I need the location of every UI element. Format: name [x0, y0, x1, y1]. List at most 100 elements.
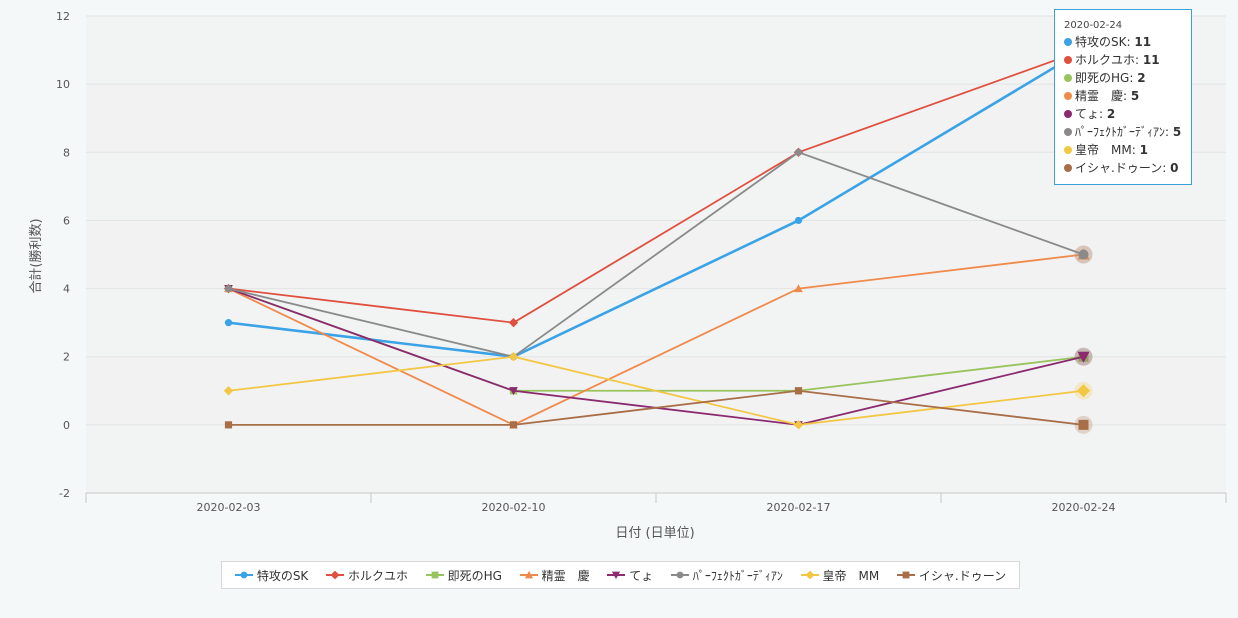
tooltip-value: 0	[1170, 161, 1179, 175]
tooltip-row: ホルクユホ: 11	[1064, 51, 1191, 69]
legend-swatch-icon	[519, 570, 538, 579]
data-point[interactable]	[794, 284, 803, 293]
legend-marker[interactable]	[676, 571, 684, 579]
tooltip-series-name: 精霊 慶:	[1075, 89, 1131, 103]
legend-item[interactable]: 精霊 慶	[519, 567, 590, 584]
tooltip-series-name: 特攻のSK:	[1075, 35, 1135, 49]
data-point[interactable]	[223, 386, 234, 396]
legend-marker[interactable]	[524, 570, 533, 579]
legend-marker[interactable]	[330, 570, 340, 580]
legend-swatch-icon	[896, 571, 915, 579]
y-tick-label: 4	[63, 283, 70, 296]
plot-band	[86, 16, 1226, 85]
legend-swatch-icon	[234, 571, 253, 579]
legend-swatch-icon	[607, 571, 626, 580]
x-axis: 2020-02-03 2020-02-10 2020-02-17 2020-02-24	[85, 492, 1227, 514]
tooltip-dot-icon	[1064, 164, 1072, 172]
tooltip-series-name: 皇帝 MM:	[1075, 143, 1140, 157]
series-line[interactable]	[228, 151, 1084, 358]
tooltip-dot-icon	[1064, 146, 1072, 154]
legend: 特攻のSK ホルクユホ 即死のHG 精霊 慶 てょ ﾊﾟｰﾌｪｸﾄｶﾞｰﾃﾞｨｱﾝ 皇帝 M…	[221, 561, 1020, 589]
y-tick-label: 12	[56, 10, 70, 23]
legend-swatch-icon	[670, 571, 689, 579]
tooltip-dot-icon	[1064, 74, 1072, 82]
legend-swatch-icon	[425, 571, 444, 579]
tooltip-value: 11	[1142, 53, 1160, 67]
series-line[interactable]	[228, 253, 1084, 426]
tooltip-series-name: てょ:	[1075, 107, 1107, 121]
legend-label: 特攻のSK	[256, 568, 309, 583]
data-point[interactable]	[508, 352, 519, 362]
data-point[interactable]	[224, 421, 233, 429]
tooltip-row: 精霊 慶: 5	[1064, 87, 1191, 105]
tooltip-value: 2	[1137, 71, 1146, 85]
tooltip-series-name: ホルクユホ:	[1075, 53, 1143, 67]
data-point[interactable]	[508, 317, 519, 328]
data-point[interactable]	[224, 284, 233, 293]
tooltip-series-name: イシャ.ドゥーン:	[1075, 161, 1171, 175]
tooltip-value: 5	[1172, 125, 1182, 139]
x-tick-label: 2020-02-10	[482, 501, 546, 514]
data-point[interactable]	[793, 420, 804, 430]
y-axis-ticks: -2 0 2 4 6 8 10 12	[56, 10, 70, 500]
tooltip-series-name: ﾊﾟｰﾌｪｸﾄｶﾞｰﾃﾞｨｱﾝ:	[1075, 125, 1173, 139]
legend-marker[interactable]	[240, 571, 248, 579]
data-point[interactable]	[794, 216, 803, 225]
y-tick-label: 0	[63, 419, 70, 432]
data-point[interactable]	[1078, 249, 1089, 260]
legend-item[interactable]: 特攻のSK	[234, 567, 309, 584]
tooltip-value: 11	[1134, 35, 1152, 49]
data-point[interactable]	[1077, 351, 1090, 363]
data-point[interactable]	[794, 387, 803, 395]
y-tick-label: 8	[63, 146, 70, 159]
tooltip-dot-icon	[1064, 128, 1072, 136]
data-point[interactable]	[1078, 419, 1089, 430]
tooltip-row: 即死のHG: 2	[1064, 69, 1191, 87]
plot-band	[86, 424, 1226, 493]
series-layer	[223, 41, 1093, 434]
tooltip-dot-icon	[1064, 92, 1072, 100]
tooltip-row: ﾊﾟｰﾌｪｸﾄｶﾞｰﾃﾞｨｱﾝ: 5	[1064, 123, 1191, 141]
legend-label: イシャ.ドゥーン	[918, 568, 1007, 583]
tooltip-dot-icon	[1064, 38, 1072, 46]
x-axis-title: 日付 (日単位)	[615, 525, 694, 541]
legend-item[interactable]: ﾊﾟｰﾌｪｸﾄｶﾞｰﾃﾞｨｱﾝ	[670, 567, 783, 584]
data-point[interactable]	[509, 387, 518, 396]
legend-marker[interactable]	[805, 570, 814, 580]
legend-label: 即死のHG	[447, 568, 502, 583]
legend-swatch-icon	[325, 570, 344, 580]
tooltip-dot-icon	[1064, 56, 1072, 64]
tooltip-date: 2020-02-24	[1064, 20, 1123, 31]
data-point[interactable]	[509, 421, 518, 429]
series-line[interactable]	[228, 49, 1084, 324]
plot-band	[86, 152, 1226, 221]
legend-item[interactable]: 皇帝 MM	[800, 567, 880, 584]
data-point[interactable]	[1077, 384, 1090, 398]
y-tick-label: 10	[56, 78, 70, 91]
y-tick-label: 6	[63, 214, 70, 227]
y-tick-label: -2	[59, 487, 70, 500]
legend-item[interactable]: てょ	[607, 567, 653, 584]
data-point[interactable]	[794, 148, 803, 156]
x-tick-label: 2020-02-03	[197, 501, 261, 514]
legend-marker[interactable]	[902, 571, 910, 579]
tooltip-row: 特攻のSK: 11	[1064, 33, 1191, 51]
series-line[interactable]	[228, 389, 1084, 426]
y-axis-title: 合計(勝利数)	[28, 218, 44, 293]
tooltip-value: 2	[1106, 107, 1116, 121]
plot-band	[86, 84, 1226, 153]
legend-item[interactable]: 即死のHG	[425, 567, 502, 584]
legend-label: ホルクユホ	[347, 568, 408, 583]
legend-label: 皇帝 MM	[822, 568, 880, 583]
data-point[interactable]	[224, 319, 233, 327]
legend-item[interactable]: イシャ.ドゥーン	[896, 567, 1007, 584]
legend-item[interactable]: ホルクユホ	[325, 567, 408, 584]
legend-marker[interactable]	[431, 571, 439, 579]
legend-marker[interactable]	[612, 571, 621, 580]
series-group	[224, 387, 1093, 434]
tooltip-value: 5	[1130, 89, 1140, 103]
tooltip-row: イシャ.ドゥーン: 0	[1064, 159, 1191, 177]
x-tick-label: 2020-02-17	[767, 501, 831, 514]
